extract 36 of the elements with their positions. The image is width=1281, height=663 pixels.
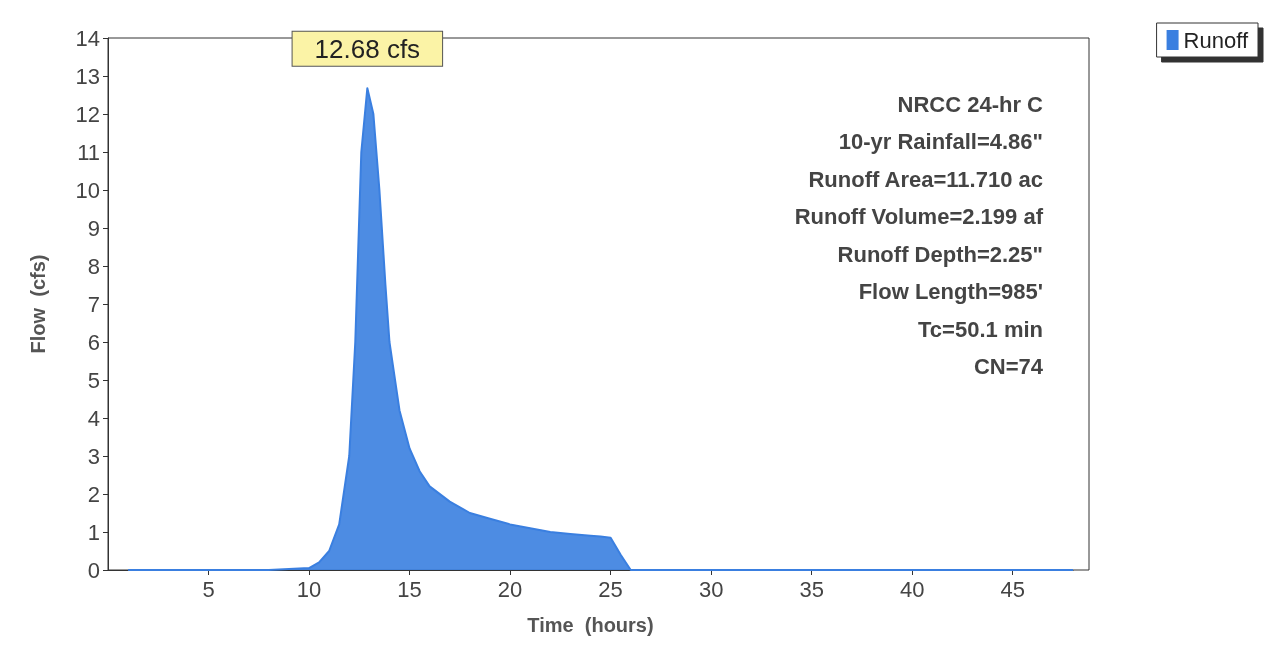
annotation: CN=74	[973, 354, 1044, 379]
x-tick-label: 40	[899, 576, 925, 602]
y-tick-label: 10	[75, 177, 100, 203]
y-tick-label: 13	[75, 63, 100, 89]
x-tick-label: 30	[698, 576, 724, 602]
x-tick-label: 25	[598, 576, 623, 602]
annotation: Runoff Area=11.710 ac	[808, 166, 1043, 192]
y-tick-label: 6	[87, 329, 100, 355]
y-tick-label: 14	[75, 25, 100, 51]
x-tick-label: 45	[1000, 576, 1025, 602]
y-axis-title: Flow (cfs)	[27, 254, 49, 354]
y-tick-label: 9	[87, 215, 100, 241]
x-tick-label: 35	[799, 576, 824, 602]
x-tick-label: 10	[296, 576, 322, 602]
y-tick-label: 0	[87, 557, 100, 583]
annotation: 12.68 cfs	[314, 33, 421, 64]
y-tick-label: 2	[87, 481, 100, 507]
x-tick-label: 20	[497, 576, 523, 602]
y-tick-label: 1	[87, 519, 100, 545]
annotation: 10-yr Rainfall=4.86"	[838, 129, 1043, 154]
x-axis-title: Time (hours)	[527, 614, 654, 636]
y-tick-label: 12	[75, 101, 100, 127]
annotation: Runoff Volume=2.199 af	[794, 204, 1044, 229]
x-tick-label: 5	[202, 576, 215, 602]
legend-label: Runoff	[1183, 27, 1249, 53]
annotation: Tc=50.1 min	[918, 316, 1043, 342]
y-tick-label: 8	[87, 253, 100, 279]
y-tick-label: 7	[87, 291, 100, 317]
y-tick-label: 3	[87, 443, 100, 469]
annotation: Flow Length=985'	[858, 279, 1043, 304]
y-tick-label: 4	[87, 405, 100, 431]
annotation: NRCC 24-hr C	[897, 91, 1044, 117]
annotation: Runoff Depth=2.25"	[837, 241, 1043, 267]
y-tick-label: 5	[87, 367, 100, 393]
x-tick-label: 15	[397, 576, 422, 602]
y-tick-label: 11	[77, 139, 100, 165]
